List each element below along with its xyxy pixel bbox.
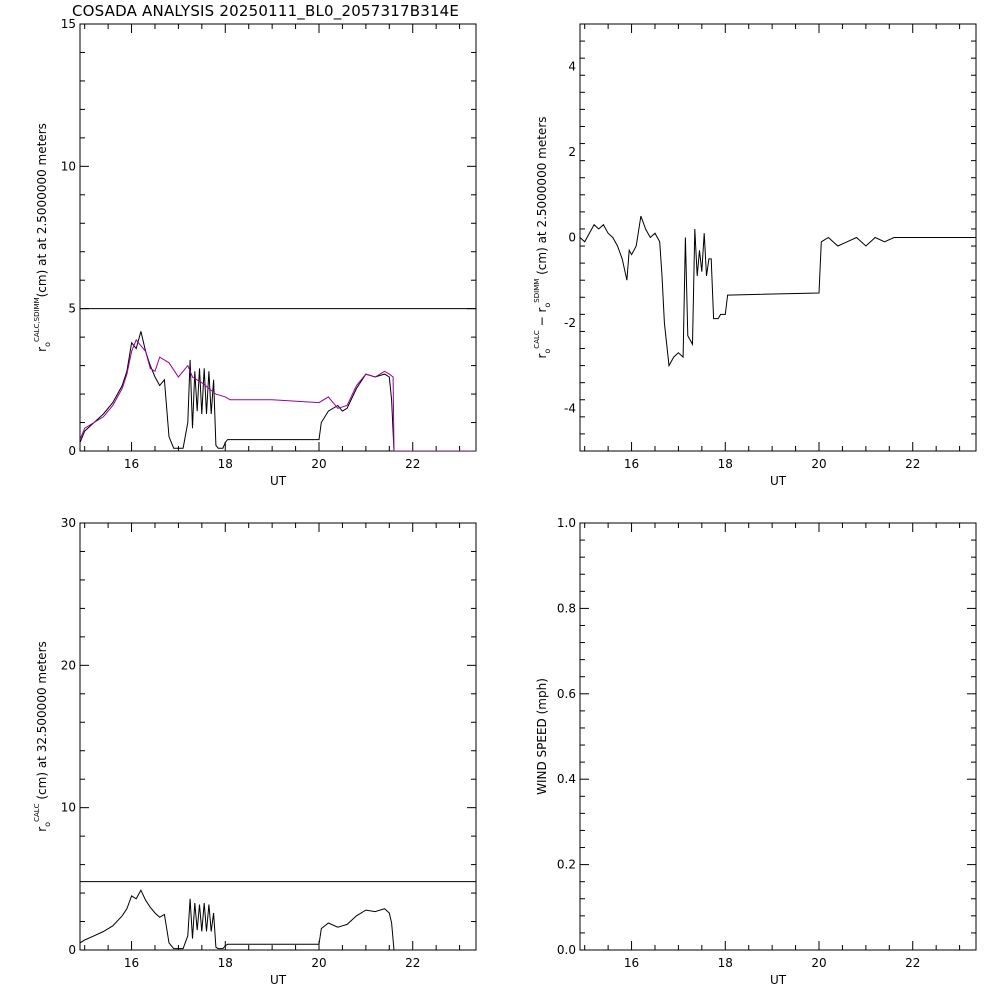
y-axis-label: roCALC − roSDIMM (cm) at 2.5000000 meter… — [533, 116, 552, 358]
x-axis-label: UT — [270, 973, 287, 987]
series-line-0 — [80, 331, 395, 451]
y-label-sub: o — [43, 822, 52, 827]
y-tick-label: 0.2 — [557, 858, 576, 872]
x-tick-label: 20 — [811, 457, 826, 471]
y-tick-label: 0 — [568, 231, 576, 245]
x-tick-label: 20 — [311, 457, 326, 471]
y-label-sup: CALC,SDIMM — [33, 297, 41, 342]
y-label-base: r — [35, 347, 49, 352]
y-tick-label: 0.6 — [557, 687, 576, 701]
y-label-rest: (cm) at 32.500000 meters — [35, 641, 49, 803]
x-tick-label: 22 — [405, 956, 420, 970]
x-tick-label: 20 — [311, 956, 326, 970]
y-axis-label: WIND SPEED (mph) — [535, 678, 549, 795]
y-tick-label: 30 — [61, 516, 76, 530]
y-tick-label: -4 — [564, 401, 576, 415]
x-tick-label: 18 — [718, 457, 733, 471]
series-line-0 — [80, 889, 395, 950]
x-tick-label: 18 — [718, 956, 733, 970]
figure-title: COSADA ANALYSIS 20250111_BL0_2057317B314… — [72, 2, 460, 20]
y-tick-label: 1.0 — [557, 516, 576, 530]
y-tick-label: 2 — [568, 145, 576, 159]
x-tick-label: 18 — [218, 457, 233, 471]
axes-frame — [79, 522, 477, 951]
y-label-mid: − r — [535, 308, 549, 331]
y-tick-label: -2 — [564, 316, 576, 330]
y-label-base: WIND SPEED (mph) — [535, 678, 549, 795]
x-axis-label: UT — [770, 474, 787, 488]
series-line-1 — [80, 339, 476, 451]
panel-top-left: 16 18 20 22 0 5 10 15 UT roCALC,SDIMM(cm) at at 2… — [33, 17, 477, 488]
y-tick-label: 0.8 — [557, 601, 576, 615]
x-tick-label: 22 — [905, 956, 920, 970]
y-label-base: r — [535, 354, 549, 359]
x-tick-label: 16 — [124, 457, 139, 471]
y-tick-label: 15 — [61, 17, 76, 31]
x-axis-label: UT — [270, 474, 287, 488]
y-tick-label: 10 — [61, 159, 76, 173]
y-label-sup: CALC — [33, 803, 41, 822]
axes-frame — [579, 522, 977, 951]
y-label-sup2: SDIMM — [533, 279, 541, 303]
panel-bottom-right: 16 18 20 22 0.0 0.2 0.4 0.6 0.8 1.0 UT WIND SPEED (… — [535, 516, 977, 987]
series-line-0 — [580, 215, 976, 368]
y-label-base: r — [35, 827, 49, 832]
y-tick-label: 0.4 — [557, 772, 576, 786]
x-tick-label: 16 — [624, 457, 639, 471]
x-tick-label: 16 — [124, 956, 139, 970]
y-tick-label: 20 — [61, 658, 76, 672]
y-axis-label: roCALC,SDIMM(cm) at at 2.5000000 meters — [33, 123, 52, 352]
y-tick-label: 10 — [61, 801, 76, 815]
y-label-rest: (cm) at at 2.5000000 meters — [35, 123, 49, 297]
y-label-sup: CALC — [533, 330, 541, 349]
y-tick-label: 0 — [68, 943, 76, 957]
y-label-sub2: o — [543, 303, 552, 308]
y-label-sub: o — [43, 342, 52, 347]
y-tick-label: 4 — [568, 60, 576, 74]
x-tick-label: 22 — [405, 457, 420, 471]
y-axis-label: roCALC (cm) at 32.500000 meters — [33, 641, 52, 832]
x-axis-label: UT — [770, 973, 787, 987]
panel-bottom-left: 16 18 20 22 0 10 20 30 UT roCALC (cm) at 32.50000… — [33, 516, 477, 987]
y-tick-label: 0 — [68, 444, 76, 458]
x-tick-label: 22 — [905, 457, 920, 471]
axes-frame — [79, 23, 477, 452]
y-tick-label: 5 — [68, 302, 76, 316]
x-tick-label: 20 — [811, 956, 826, 970]
x-tick-label: 18 — [218, 956, 233, 970]
x-tick-label: 16 — [624, 956, 639, 970]
y-label-rest: (cm) at 2.5000000 meters — [535, 116, 549, 278]
y-label-sub: o — [543, 349, 552, 354]
y-tick-label: 0.0 — [557, 943, 576, 957]
